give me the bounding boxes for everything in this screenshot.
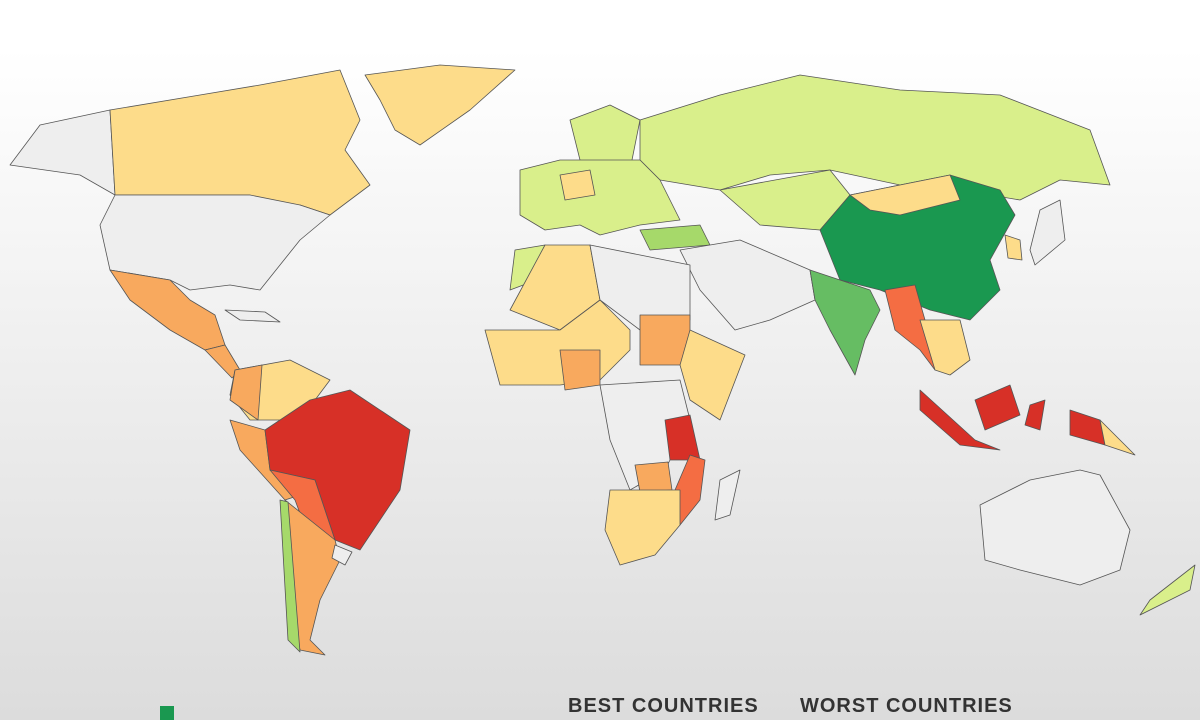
- country: [849, 174, 961, 216]
- legend-swatch: [160, 706, 174, 720]
- country: [1029, 199, 1066, 266]
- country: [634, 461, 673, 493]
- country: [639, 74, 1111, 201]
- land: [9, 64, 1196, 656]
- country: [224, 309, 281, 323]
- country: [1024, 399, 1046, 431]
- country: [99, 194, 331, 291]
- country: [974, 384, 1021, 431]
- country: [979, 469, 1131, 586]
- country: [919, 389, 1001, 451]
- country: [331, 544, 353, 566]
- country: [364, 64, 516, 146]
- legend-worst: WORST COUNTRIES: [800, 695, 1013, 717]
- country: [1004, 234, 1023, 261]
- country: [919, 319, 971, 376]
- country: [1099, 419, 1136, 456]
- legend-best: BEST COUNTRIES: [568, 695, 759, 717]
- country: [559, 169, 596, 201]
- country: [604, 489, 681, 566]
- country: [279, 499, 301, 653]
- country: [714, 469, 741, 521]
- country: [674, 454, 706, 526]
- country: [679, 329, 746, 421]
- country: [639, 224, 711, 251]
- country: [229, 364, 263, 421]
- country: [1139, 564, 1196, 616]
- country: [679, 239, 816, 331]
- country: [519, 159, 681, 236]
- country: [559, 349, 601, 391]
- country: [809, 269, 881, 376]
- top-bar: [0, 0, 1200, 48]
